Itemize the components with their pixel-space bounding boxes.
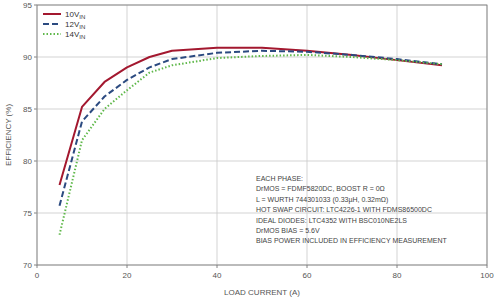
x-axis-label: LOAD CURRENT (A) xyxy=(224,288,300,297)
legend-swatch xyxy=(43,13,61,15)
annotation: EACH PHASE: xyxy=(256,175,303,182)
y-axis-label: EFFICIENCY (%) xyxy=(4,104,13,166)
legend-swatch xyxy=(43,23,61,25)
tick-label: 70 xyxy=(23,261,32,270)
annotation: DrMOS = FDMF5820DC, BOOST R = 0Ω xyxy=(256,185,385,192)
tick-label: 100 xyxy=(480,271,494,280)
annotation: L = WURTH 744301033 (0.33µH, 0.32mΩ) xyxy=(256,196,388,204)
annotation: HOT SWAP CIRCUIT: LTC4226-1 WITH FDMS865… xyxy=(256,206,432,213)
annotation: BIAS POWER INCLUDED IN EFFICIENCY MEASUR… xyxy=(256,237,448,244)
tick xyxy=(34,57,37,58)
tick-label: 20 xyxy=(123,271,132,280)
plot-area xyxy=(60,48,443,235)
tick xyxy=(34,5,37,6)
legend-text-sub: IN xyxy=(79,34,85,40)
legend-label: 12VIN xyxy=(65,20,85,30)
tick xyxy=(34,109,37,110)
legend-text-main: 12V xyxy=(65,20,80,29)
tick xyxy=(37,265,38,268)
annotation: IDEAL DIODES: LTC4352 WITH BSC010NE2LS xyxy=(256,217,407,224)
tick xyxy=(217,265,218,268)
grid-line xyxy=(127,5,128,265)
legend-text-main: 14V xyxy=(65,30,80,39)
series-line xyxy=(60,51,443,206)
legend-text-main: 10V xyxy=(65,10,80,19)
series-line xyxy=(60,48,443,185)
legend-swatch xyxy=(43,33,61,35)
tick-label: 60 xyxy=(303,271,312,280)
grid-line xyxy=(397,5,398,265)
grid-line xyxy=(37,57,487,58)
tick-label: 75 xyxy=(23,209,32,218)
grid-line xyxy=(37,109,487,110)
tick-label: 85 xyxy=(23,105,32,114)
tick xyxy=(34,213,37,214)
annotation: DrMOS BIAS = 5.6V xyxy=(256,227,320,234)
tick xyxy=(127,265,128,268)
legend-text-sub: IN xyxy=(79,14,85,20)
tick-label: 40 xyxy=(213,271,222,280)
tick xyxy=(34,161,37,162)
tick xyxy=(397,265,398,268)
tick xyxy=(307,265,308,268)
tick-label: 80 xyxy=(393,271,402,280)
plot-frame xyxy=(37,5,487,265)
grid-line xyxy=(37,161,487,162)
tick-label: 80 xyxy=(23,157,32,166)
grid-line xyxy=(307,5,308,265)
series-line xyxy=(60,55,443,235)
tick-label: 95 xyxy=(23,1,32,10)
legend-label: 14VIN xyxy=(65,30,85,40)
tick-label: 0 xyxy=(35,271,40,280)
grid-line xyxy=(217,5,218,265)
legend-label: 10VIN xyxy=(65,10,85,20)
tick xyxy=(34,265,37,266)
tick-label: 90 xyxy=(23,53,32,62)
legend-text-sub: IN xyxy=(79,24,85,30)
chart: 70 75 80 85 90 95 0 20 40 60 80 100 LOAD CURRENT (A)… xyxy=(0,0,495,299)
tick xyxy=(487,265,488,268)
